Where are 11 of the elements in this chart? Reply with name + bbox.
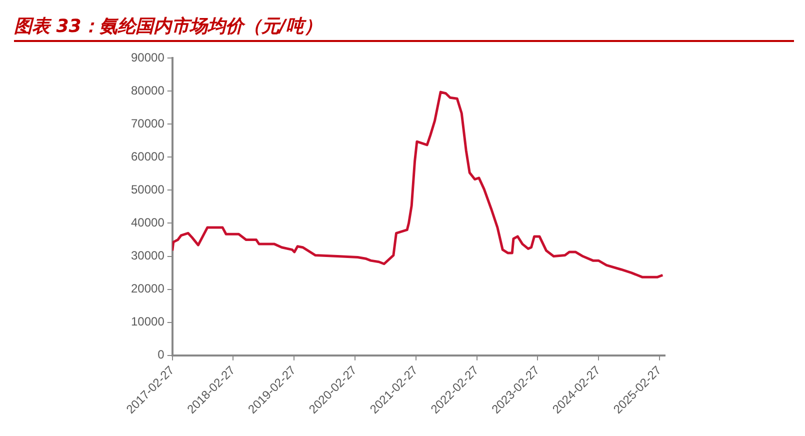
y-tick-label: 20000 — [130, 282, 165, 296]
y-tick-label: 70000 — [130, 116, 165, 130]
y-tick-label: 40000 — [130, 216, 165, 230]
y-tick-label: 60000 — [130, 149, 165, 164]
y-tick-label: 30000 — [130, 248, 165, 263]
y-tick-label: 90000 — [130, 50, 165, 64]
y-tick-label: 50000 — [130, 182, 165, 196]
y-tick-label: 0 — [158, 348, 165, 362]
y-tick-label: 10000 — [130, 314, 165, 329]
y-tick-label: 80000 — [130, 83, 165, 98]
chart-title: 图表 33：氨纶国内市场均价（元/吨） — [14, 14, 794, 42]
